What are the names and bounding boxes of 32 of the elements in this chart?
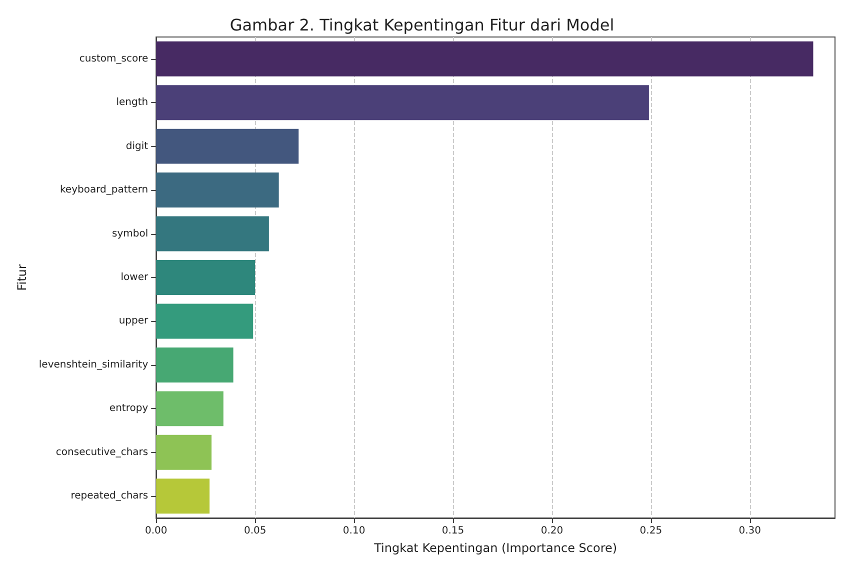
bar — [156, 434, 212, 470]
bar — [156, 260, 256, 295]
bar — [156, 216, 269, 252]
x-tick-label: 0.20 — [540, 526, 564, 536]
y-tick-label: symbol — [112, 228, 148, 240]
x-tick-label: 0.10 — [342, 526, 366, 536]
bar — [156, 172, 279, 208]
y-tick-label: lower — [120, 272, 150, 283]
x-tick-label: 0.25 — [640, 526, 662, 536]
bar — [156, 85, 649, 120]
y-axis-title: Fitur — [15, 264, 29, 291]
x-tick-label: 0.05 — [244, 526, 266, 536]
y-tick-label: length — [116, 97, 148, 108]
bar — [156, 128, 299, 164]
bar — [156, 304, 254, 339]
y-tick-label: keyboard_pattern — [60, 184, 148, 196]
x-tick-label: 0.00 — [144, 526, 168, 536]
bar — [156, 347, 234, 382]
y-tick-label: consecutive_chars — [56, 446, 148, 458]
y-tick-label: upper — [118, 316, 150, 327]
y-tick-label: levenshtein_similarity — [38, 359, 148, 370]
x-tick-label: 0.30 — [738, 526, 762, 536]
x-axis-title: Tingkat Kepentingan (Importance Score) — [373, 541, 618, 555]
bar — [156, 391, 224, 426]
chart-title: Gambar 2. Tingkat Kepentingan Fitur dari Model — [230, 16, 614, 34]
y-tick-label: digit — [126, 140, 148, 152]
x-tick-label: 0.15 — [442, 526, 464, 536]
y-tick-label: entropy — [109, 403, 148, 414]
bar — [156, 478, 210, 514]
bar — [156, 41, 814, 76]
y-tick-label: repeated_chars — [70, 490, 148, 502]
y-tick-label: custom_score — [79, 53, 148, 64]
